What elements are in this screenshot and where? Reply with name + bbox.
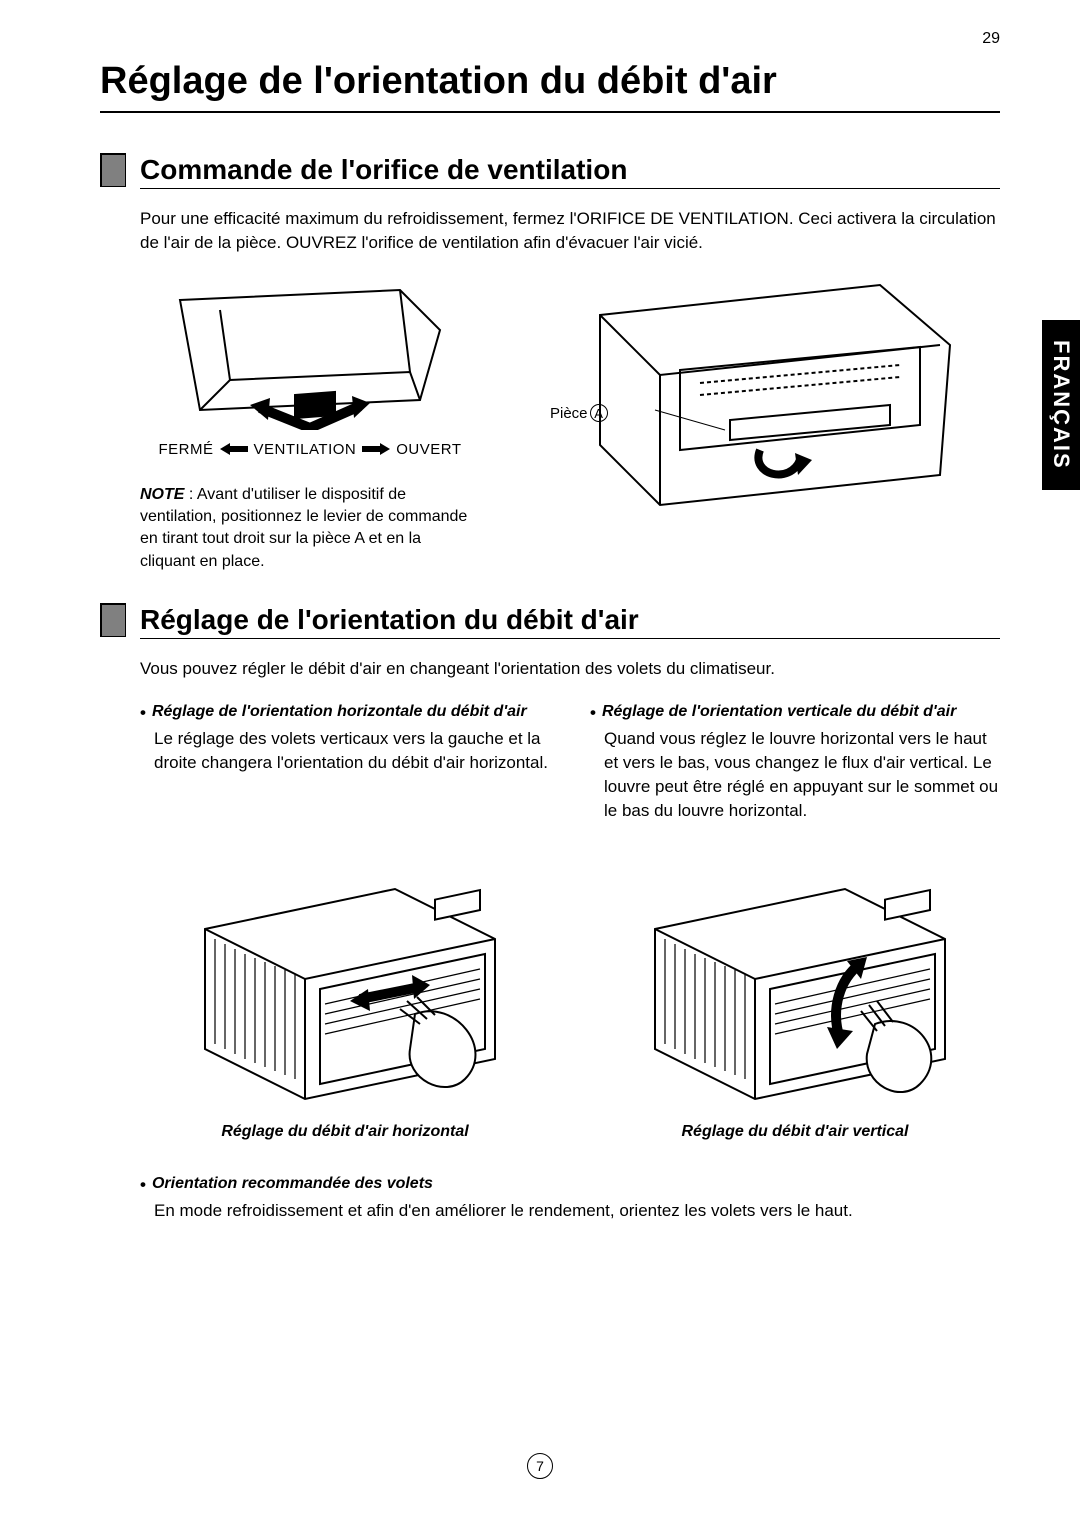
title-rule	[100, 111, 1000, 113]
section-marker-icon	[100, 153, 126, 187]
vent-install-figure	[540, 275, 1000, 515]
section-header: Réglage de l'orientation du débit d'air	[100, 603, 1000, 639]
section-vent-control: Commande de l'orifice de ventilation Pou…	[100, 153, 1000, 573]
piece-label-prefix: Pièce	[550, 403, 588, 424]
bullet-icon: •	[140, 701, 146, 727]
heading-row: • Réglage de l'orientation verticale du …	[590, 701, 1000, 727]
vent-left-col: FERMÉ VENTILATION OUVERT NOTE : Avant d'…	[140, 275, 480, 574]
note-body: : Avant d'utiliser le dispositif de vent…	[140, 486, 467, 570]
horizontal-caption: Réglage du débit d'air horizontal	[140, 1121, 550, 1143]
page-title: Réglage de l'orientation du débit d'air	[100, 60, 1000, 103]
heading-row: • Orientation recommandée des volets	[140, 1173, 1000, 1199]
vent-label-open: OUVERT	[396, 439, 461, 460]
airflow-figures: Réglage du débit d'air horizontal	[140, 849, 1000, 1143]
section-airflow: Réglage de l'orientation du débit d'air …	[100, 603, 1000, 1223]
section-intro: Vous pouvez régler le débit d'air en cha…	[140, 657, 1000, 681]
ac-unit-vertical-figure	[590, 849, 1000, 1109]
section-title: Commande de l'orifice de ventilation	[140, 154, 1000, 189]
language-tab: FRANÇAIS	[1042, 320, 1080, 490]
section-body: Pour une efficacité maximum du refroidis…	[100, 207, 1000, 573]
ac-unit-horizontal-figure	[140, 849, 550, 1109]
vertical-heading: Réglage de l'orientation verticale du dé…	[602, 701, 956, 723]
note-label: NOTE	[140, 486, 184, 503]
recommend-heading: Orientation recommandée des volets	[152, 1173, 433, 1195]
recommend-block: • Orientation recommandée des volets En …	[140, 1173, 1000, 1223]
vent-label-closed: FERMÉ	[159, 439, 214, 460]
piece-a-label: Pièce A	[550, 403, 608, 424]
vent-note: NOTE : Avant d'utiliser le dispositif de…	[140, 484, 480, 574]
vertical-text: Quand vous réglez le louvre horizontal v…	[590, 727, 1000, 822]
heading-row: • Réglage de l'orientation horizontale d…	[140, 701, 550, 727]
arrow-left-icon	[220, 443, 248, 455]
recommend-text: En mode refroidissement et afin d'en amé…	[140, 1199, 1000, 1223]
vent-label-vent: VENTILATION	[254, 439, 357, 460]
arrow-right-icon	[362, 443, 390, 455]
section-intro: Pour une efficacité maximum du refroidis…	[140, 207, 1000, 255]
section-title: Réglage de l'orientation du débit d'air	[140, 604, 1000, 639]
piece-label-letter: A	[590, 404, 608, 422]
section-header: Commande de l'orifice de ventilation	[100, 153, 1000, 189]
vent-lever-figure	[140, 275, 480, 435]
section-body: Vous pouvez régler le débit d'air en cha…	[100, 657, 1000, 1223]
vertical-caption: Réglage du débit d'air vertical	[590, 1121, 1000, 1143]
col-vertical: • Réglage de l'orientation verticale du …	[590, 701, 1000, 823]
bullet-icon: •	[590, 701, 596, 727]
fig-col-vertical: Réglage du débit d'air vertical	[590, 849, 1000, 1143]
fig-col-horizontal: Réglage du débit d'air horizontal	[140, 849, 550, 1143]
horizontal-text: Le réglage des volets verticaux vers la …	[140, 727, 550, 775]
page-number-top: 29	[982, 30, 1000, 48]
vent-right-col: Pièce A	[540, 275, 1000, 515]
page-number-bottom: 7	[527, 1453, 553, 1479]
section-marker-icon	[100, 603, 126, 637]
col-horizontal: • Réglage de l'orientation horizontale d…	[140, 701, 550, 823]
horizontal-heading: Réglage de l'orientation horizontale du …	[152, 701, 527, 723]
bullet-icon: •	[140, 1173, 146, 1199]
vent-lever-labels: FERMÉ VENTILATION OUVERT	[140, 439, 480, 460]
airflow-columns: • Réglage de l'orientation horizontale d…	[140, 701, 1000, 823]
vent-figure-row: FERMÉ VENTILATION OUVERT NOTE : Avant d'…	[140, 275, 1000, 574]
